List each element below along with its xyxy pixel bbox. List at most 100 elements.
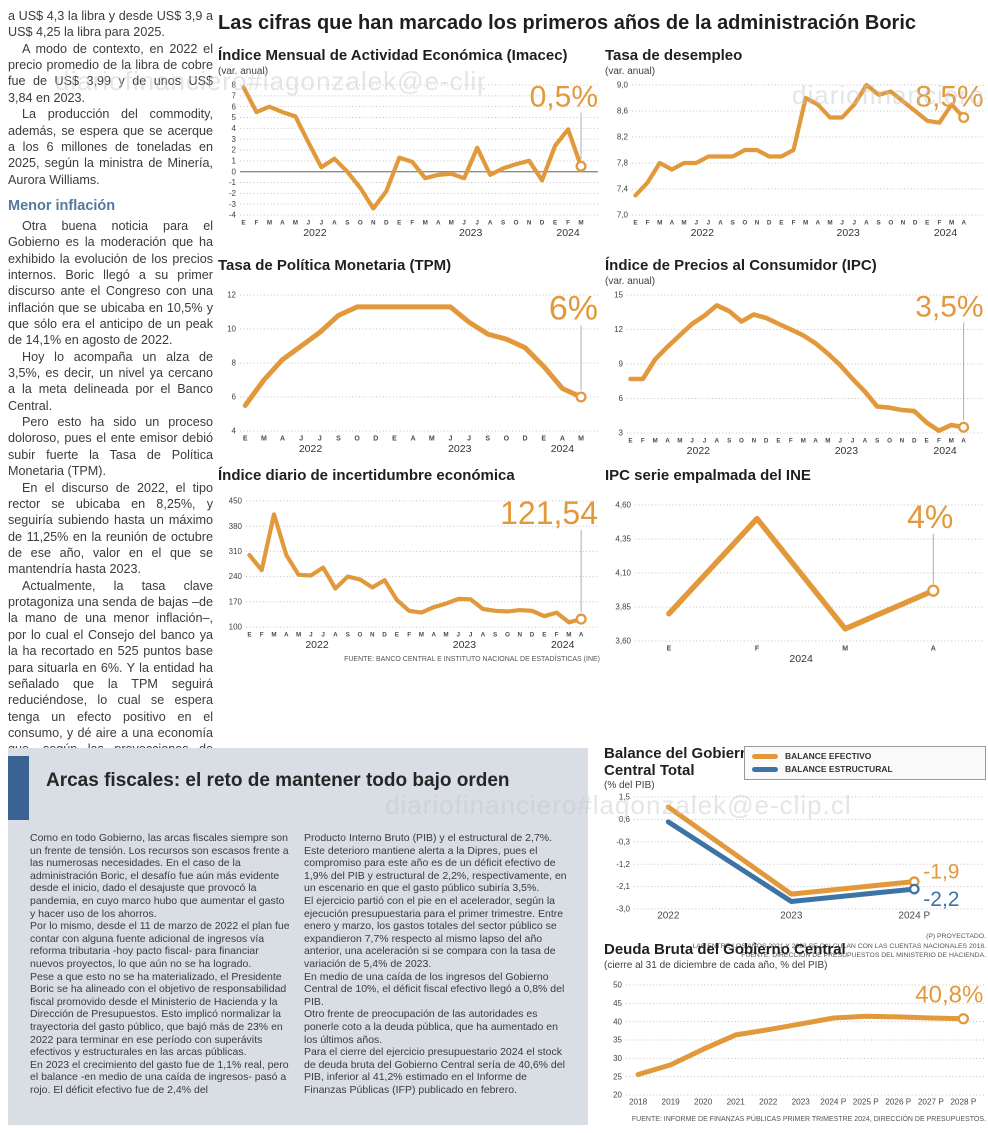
end-point-marker (958, 421, 970, 433)
x-tick-label: N (370, 631, 375, 638)
x-tick-label: M (423, 219, 428, 226)
x-tick-label: 2022 (759, 1097, 778, 1106)
tpm-chart: Tasa de Política Monetaria (TPM) 12 10 8 6 4… (218, 257, 600, 460)
ipc-chart: Índice de Precios al Consumidor (IPC) (v… (605, 257, 986, 462)
chart-subtitle: (var. anual) (605, 275, 656, 287)
y-tick-label: -4 (229, 210, 237, 219)
y-tick-label: 0,6 (619, 815, 631, 824)
y-tick-label: -2,1 (616, 882, 630, 891)
chart-source: FUENTE: BANCO CENTRAL E INSTITUTO NACION… (344, 655, 600, 663)
y-tick-label: 170 (229, 597, 243, 606)
x-tick-label: O (742, 219, 747, 226)
ipc-empalmada-plot: 4,60 4,35 4,10 3,85 3,60 E F M A 2024 4% (605, 495, 986, 670)
x-tick-label: M (271, 631, 276, 638)
chart-title: Índice Mensual de Actividad Económica (I… (218, 47, 568, 64)
x-tick-label: S (877, 219, 881, 226)
x-tick-label: E (633, 219, 637, 226)
y-tick-label: 7,0 (617, 210, 629, 219)
x-tick-label: A (332, 219, 337, 226)
x-tick-label: M (293, 219, 298, 226)
x-tick-label: E (397, 219, 401, 226)
y-tick-label: -1,2 (616, 860, 630, 869)
x-tick-label: D (912, 437, 917, 444)
deuda-svg: 50 45 40 35 30 25 20 2018 2019 2020 2021 2022 2023 20… (613, 980, 984, 1106)
x-tick-label: 2027 P (918, 1097, 944, 1106)
x-tick-label: M (825, 437, 830, 444)
x-tick-label: J (457, 631, 461, 638)
x-tick-label: A (488, 219, 493, 226)
imacec-chart: Índice Mensual de Actividad Económica (I… (218, 47, 600, 244)
y-tick-label: 4 (232, 123, 237, 132)
y-tick-label: -3,0 (616, 905, 630, 914)
x-tick-label: N (900, 437, 905, 444)
x-tick-label: A (436, 219, 441, 226)
x-tick-label: M (657, 219, 662, 226)
x-tick-label: O (887, 437, 892, 444)
x-tick-label: A (481, 631, 486, 638)
x-tick-label: S (336, 435, 341, 442)
x-tick-label: F (566, 219, 570, 226)
series-line (635, 1013, 966, 1077)
x-tick-label: N (755, 219, 760, 226)
x-tick-label: S (727, 437, 731, 444)
legend-item: BALANCE ESTRUCTURAL (752, 763, 978, 776)
callout-value: 0,5% (530, 80, 598, 113)
balance-chart: Balance del Gobierno Central Total (% de… (604, 745, 986, 961)
x-tick-label: O (354, 435, 360, 442)
x-tick-label: J (475, 219, 479, 226)
year-label: 2023 (835, 445, 859, 457)
x-tick-label: S (346, 631, 350, 638)
x-tick-label: S (345, 219, 349, 226)
x-tick-label: F (407, 631, 411, 638)
series-end-label: -2,2 (923, 888, 959, 911)
year-label: 2022 (687, 445, 711, 457)
x-tick-label: F (937, 437, 941, 444)
x-tick-label: M (827, 219, 832, 226)
x-tick-label: J (307, 219, 311, 226)
x-tick-label: F (755, 645, 760, 652)
chart-title: Índice de Precios al Consumidor (IPC) (605, 257, 877, 274)
x-tick-label: J (448, 435, 452, 442)
x-tick-label: 2025 P (853, 1097, 879, 1106)
paragraph: A modo de contexto, en 2022 el precio pr… (8, 41, 213, 105)
x-tick-label: J (299, 435, 303, 442)
chart-title: Balance del Gobierno Central Total (604, 745, 759, 779)
x-tick-label: M (449, 219, 454, 226)
x-tick-label: S (493, 631, 497, 638)
y-tick-label: 450 (229, 496, 243, 505)
x-tick-label: E (541, 435, 546, 442)
y-tick-label: 6 (232, 392, 237, 401)
x-tick-label: F (555, 631, 559, 638)
y-tick-label: 3,85 (615, 602, 631, 611)
x-tick-label: E (247, 631, 251, 638)
x-tick-label: F (789, 437, 793, 444)
y-tick-label: 310 (229, 547, 243, 556)
year-label: 2022 (303, 227, 327, 239)
end-point-marker (957, 1012, 970, 1024)
year-label: 2023 (453, 639, 477, 651)
year-label: 2022 (299, 443, 323, 455)
x-tick-label: O (358, 219, 363, 226)
x-tick-label: S (875, 437, 879, 444)
x-tick-label: A (816, 219, 821, 226)
x-tick-label: A (670, 219, 675, 226)
y-tick-label: 9,0 (617, 80, 629, 89)
x-tick-label: A (931, 645, 936, 652)
y-tick-label: 7,4 (617, 184, 629, 193)
y-tick-label: 30 (613, 1053, 622, 1062)
x-tick-label: O (514, 219, 519, 226)
series-end-label: -1,9 (923, 861, 959, 884)
x-tick-label: D (767, 219, 772, 226)
year-label: 2022 (305, 639, 329, 651)
x-tick-label: A (431, 631, 436, 638)
x-tick-label: M (578, 219, 583, 226)
x-tick-label: A (718, 219, 723, 226)
year-label: 2023 (837, 227, 861, 239)
y-tick-label: -0,3 (616, 837, 630, 846)
callout-value: 6% (549, 289, 598, 327)
article-paragraphs: Otra buena noticia para el Gobierno es l… (8, 218, 213, 791)
y-tick-label: 1,5 (619, 793, 631, 802)
y-tick-label: -1 (229, 178, 237, 187)
callout-value: 3,5% (915, 290, 983, 323)
